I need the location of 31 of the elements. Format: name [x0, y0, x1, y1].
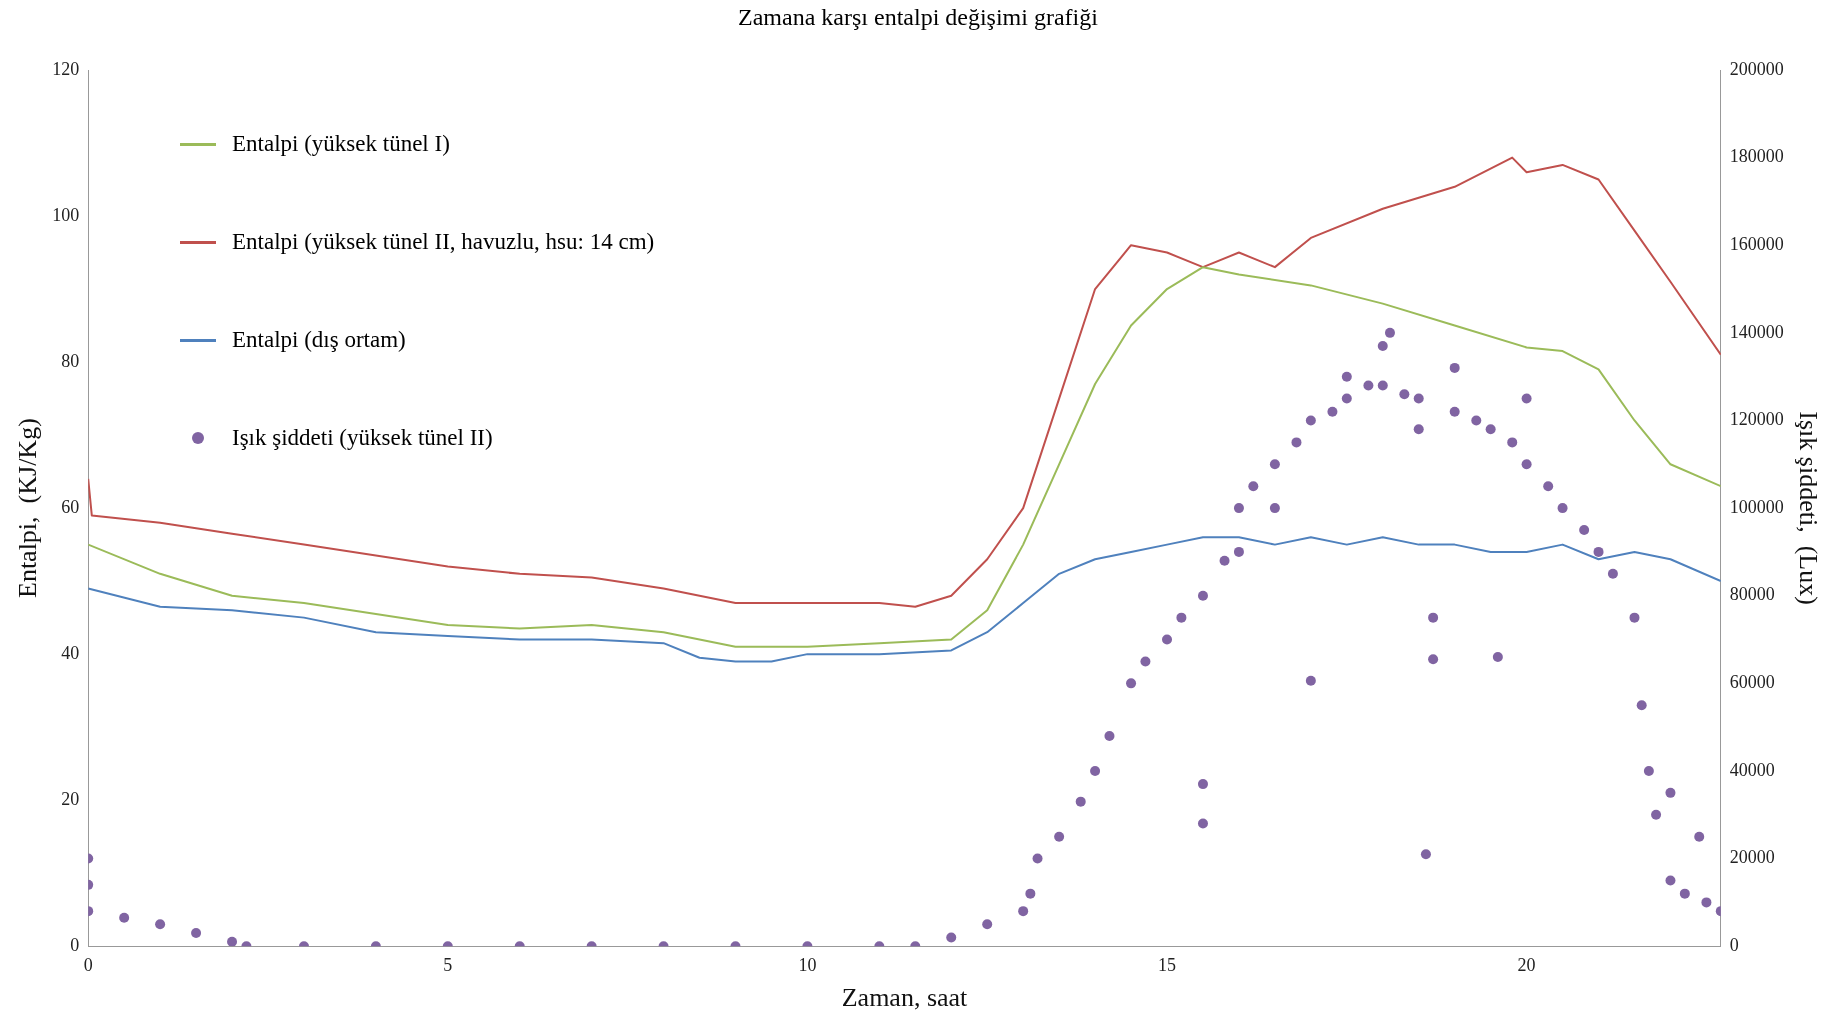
y-tick-label: 40	[61, 642, 80, 663]
y-tick-label: 60	[61, 496, 80, 517]
y2-tick-label: 100000	[1729, 496, 1784, 517]
y2-tick-label: 140000	[1729, 321, 1784, 342]
legend-label: Entalpi (yüksek tünel II, havuzlu, hsu: 14 cm)	[232, 229, 655, 255]
legend-label: Işık şiddeti (yüksek tünel II)	[232, 425, 493, 451]
y2-axis-title: Işık şiddeti, (Lux)	[1793, 411, 1823, 605]
x-tick-label: 5	[443, 954, 453, 975]
y-tick-label: 100	[52, 204, 80, 225]
x-axis-title: Zaman, saat	[841, 983, 969, 1013]
y2-tick-label: 60000	[1729, 672, 1775, 693]
y-tick-label: 80	[61, 350, 80, 371]
x-tick-label: 20	[1517, 954, 1536, 975]
legend-label: Entalpi (dış ortam)	[232, 327, 406, 353]
x-tick-label: 15	[1158, 954, 1177, 975]
x-tick-label: 0	[83, 954, 93, 975]
y-tick-label: 0	[70, 934, 80, 955]
y2-tick-label: 80000	[1729, 584, 1775, 605]
legend-label: Entalpi (yüksek tünel I)	[232, 131, 450, 157]
y-tick-label: 120	[52, 58, 80, 79]
y2-tick-label: 200000	[1729, 58, 1784, 79]
y2-tick-label: 40000	[1729, 759, 1775, 780]
x-tick-label: 10	[798, 954, 817, 975]
y-tick-label: 20	[61, 788, 80, 809]
y2-tick-label: 160000	[1729, 233, 1784, 254]
y2-tick-label: 180000	[1729, 146, 1784, 167]
y2-tick-label: 0	[1729, 934, 1739, 955]
y2-tick-label: 20000	[1729, 847, 1775, 868]
y-axis-title: Entalpi, (KJ/Kg)	[13, 418, 43, 599]
y2-tick-label: 120000	[1729, 409, 1784, 430]
chart-title: Zamana karşı entalpi değişimi grafiği	[737, 4, 1099, 31]
